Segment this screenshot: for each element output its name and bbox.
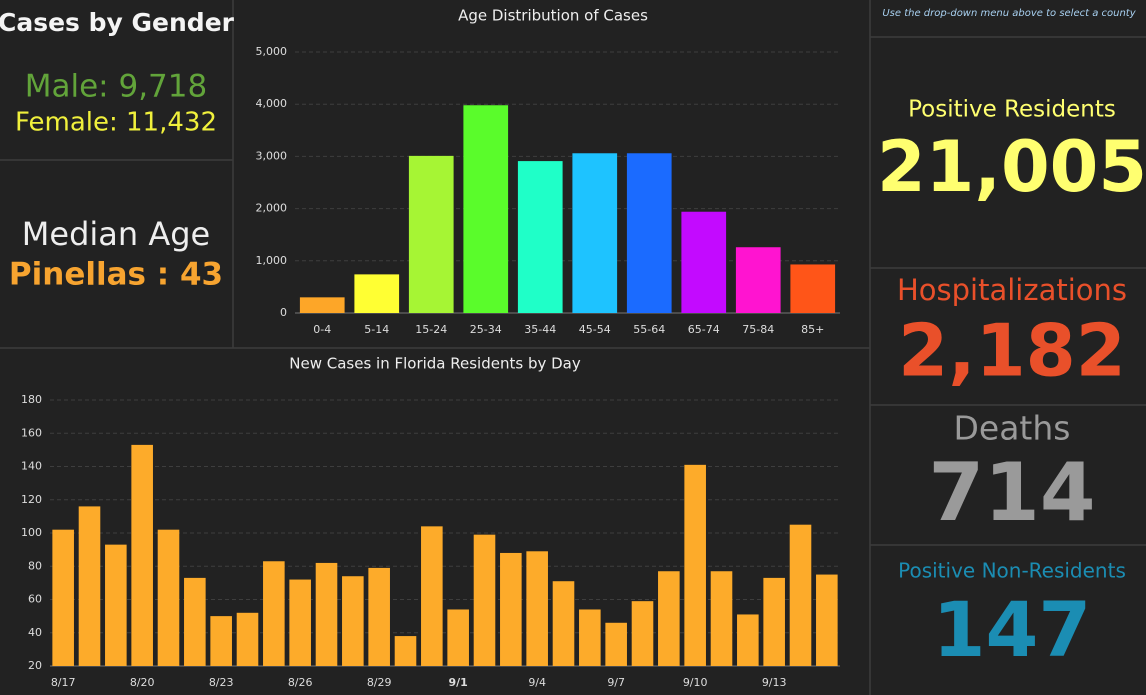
y-tick-label: 120 xyxy=(21,493,42,506)
bar xyxy=(421,526,443,666)
y-tick-label: 3,000 xyxy=(256,149,288,162)
x-tick-label: 45-54 xyxy=(579,323,611,336)
y-tick-label: 80 xyxy=(28,559,42,572)
bar xyxy=(131,444,153,666)
y-tick-label: 60 xyxy=(28,593,42,606)
bar xyxy=(684,464,706,666)
bar xyxy=(631,601,654,666)
y-tick-label: 100 xyxy=(21,526,42,539)
bar xyxy=(184,577,206,666)
female-count: Female: 11,432 xyxy=(15,108,217,138)
note-box: Use the drop-down menu above to select a… xyxy=(882,8,1136,19)
bar xyxy=(463,105,509,313)
bar xyxy=(735,247,781,313)
bar xyxy=(236,612,259,666)
bar xyxy=(500,552,522,666)
stat-label: Deaths xyxy=(954,409,1071,448)
bar xyxy=(78,506,101,666)
bar xyxy=(572,153,618,313)
bar xyxy=(368,567,390,666)
stat-value: 21,005 xyxy=(877,126,1146,208)
stat-label: Hospitalizations xyxy=(897,273,1127,307)
bar xyxy=(408,155,454,313)
bar xyxy=(447,609,469,666)
x-tick-label: 8/20 xyxy=(130,676,155,689)
x-tick-label: 55-64 xyxy=(633,323,665,336)
y-tick-label: 160 xyxy=(21,426,42,439)
x-tick-label: 25-34 xyxy=(470,323,502,336)
bar xyxy=(105,544,127,666)
bar xyxy=(354,274,400,313)
stat-value: 714 xyxy=(929,446,1096,539)
bar xyxy=(157,529,180,666)
y-tick-label: 140 xyxy=(21,460,42,473)
y-tick-label: 5,000 xyxy=(256,45,288,58)
y-tick-label: 40 xyxy=(28,626,42,639)
bar xyxy=(605,622,627,666)
bar xyxy=(789,524,812,666)
bar xyxy=(710,571,733,666)
stat-label: Positive Residents xyxy=(908,97,1116,123)
bar xyxy=(289,579,311,666)
bar xyxy=(342,576,364,666)
bar xyxy=(299,297,345,313)
y-tick-label: 4,000 xyxy=(256,97,288,110)
x-tick-label: 8/29 xyxy=(367,676,392,689)
bar xyxy=(52,529,74,666)
bar xyxy=(526,551,548,666)
bar xyxy=(658,571,680,666)
x-tick-label: 8/26 xyxy=(288,676,313,689)
bar xyxy=(763,577,785,666)
x-tick-label: 9/7 xyxy=(607,676,625,689)
stat-value: 2,182 xyxy=(898,309,1126,393)
bar xyxy=(517,161,563,313)
bar xyxy=(394,636,417,666)
x-tick-label: 15-24 xyxy=(415,323,447,336)
bar xyxy=(210,616,232,666)
y-tick-label: 2,000 xyxy=(256,202,288,215)
bar xyxy=(579,609,601,666)
x-tick-label: 75-84 xyxy=(742,323,774,336)
x-tick-label: 5-14 xyxy=(364,323,389,336)
x-tick-label: 8/23 xyxy=(209,676,234,689)
bar xyxy=(552,581,575,666)
x-tick-label: 9/1 xyxy=(449,676,468,689)
bar xyxy=(315,562,338,666)
bar xyxy=(626,153,672,313)
y-tick-label: 20 xyxy=(28,659,42,672)
x-tick-label: 85+ xyxy=(801,323,824,336)
y-tick-label: 0 xyxy=(280,306,287,319)
bar xyxy=(816,574,838,666)
x-tick-label: 0-4 xyxy=(313,323,331,336)
x-tick-label: 9/13 xyxy=(762,676,787,689)
chart-title: New Cases in Florida Residents by Day xyxy=(289,355,581,373)
y-tick-label: 180 xyxy=(21,393,42,406)
x-tick-label: 8/17 xyxy=(51,676,76,689)
male-count: Male: 9,718 xyxy=(25,69,207,105)
x-tick-label: 9/4 xyxy=(528,676,546,689)
y-tick-label: 1,000 xyxy=(256,254,288,267)
x-tick-label: 9/10 xyxy=(683,676,708,689)
stat-label: Positive Non-Residents xyxy=(898,559,1126,583)
bar xyxy=(263,561,285,666)
bar xyxy=(790,264,836,313)
chart-title: Age Distribution of Cases xyxy=(458,7,648,25)
x-tick-label: 35-44 xyxy=(524,323,556,336)
stat-value: 147 xyxy=(933,585,1092,674)
x-tick-label: 65-74 xyxy=(688,323,720,336)
gender-title: Cases by Gender xyxy=(0,8,235,37)
note: Use the drop-down menu above to select a… xyxy=(882,8,1136,19)
bar xyxy=(681,211,727,313)
median-age-value: Pinellas : 43 xyxy=(9,257,223,293)
bar xyxy=(473,534,496,666)
bar xyxy=(737,614,759,666)
median-age-title: Median Age xyxy=(22,215,210,253)
